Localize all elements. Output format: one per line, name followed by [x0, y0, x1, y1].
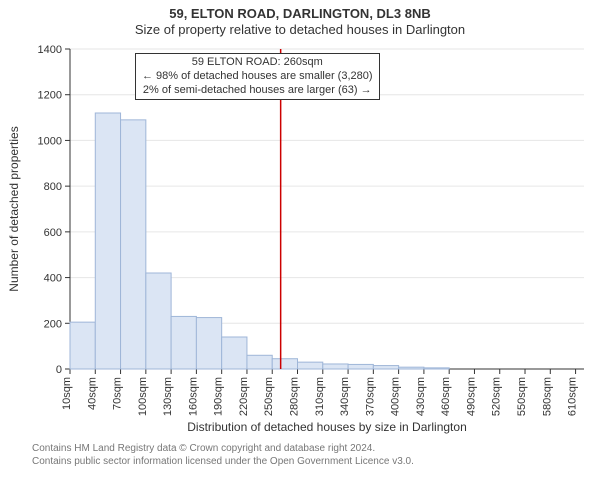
- svg-text:430sqm: 430sqm: [415, 377, 427, 416]
- svg-text:340sqm: 340sqm: [339, 377, 351, 416]
- svg-text:310sqm: 310sqm: [314, 377, 326, 416]
- svg-text:800: 800: [44, 181, 62, 193]
- svg-text:370sqm: 370sqm: [364, 377, 376, 416]
- svg-text:550sqm: 550sqm: [516, 377, 528, 416]
- svg-text:460sqm: 460sqm: [440, 377, 452, 416]
- svg-text:580sqm: 580sqm: [541, 377, 553, 416]
- svg-text:600: 600: [44, 227, 62, 239]
- annotation-line2: ← 98% of detached houses are smaller (3,…: [142, 70, 373, 84]
- svg-text:280sqm: 280sqm: [289, 377, 301, 416]
- annotation-line1: 59 ELTON ROAD: 260sqm: [142, 56, 373, 70]
- svg-text:200: 200: [44, 318, 62, 330]
- svg-text:190sqm: 190sqm: [213, 377, 225, 416]
- svg-text:1400: 1400: [38, 44, 62, 56]
- property-annotation-box: 59 ELTON ROAD: 260sqm ← 98% of detached …: [135, 53, 380, 100]
- svg-text:250sqm: 250sqm: [263, 377, 275, 416]
- svg-text:160sqm: 160sqm: [187, 377, 199, 416]
- svg-text:220sqm: 220sqm: [238, 377, 250, 416]
- page-title-subtitle: Size of property relative to detached ho…: [0, 22, 600, 40]
- footer-line2: Contains public sector information licen…: [32, 456, 600, 469]
- svg-text:1000: 1000: [38, 136, 62, 148]
- svg-text:10sqm: 10sqm: [61, 377, 73, 410]
- svg-text:70sqm: 70sqm: [112, 377, 124, 410]
- svg-text:400sqm: 400sqm: [390, 377, 402, 416]
- svg-text:1200: 1200: [38, 90, 62, 102]
- page-title-address: 59, ELTON ROAD, DARLINGTON, DL3 8NB: [0, 0, 600, 22]
- svg-text:40sqm: 40sqm: [86, 377, 98, 410]
- svg-text:Distribution of detached house: Distribution of detached houses by size …: [187, 420, 467, 434]
- footer-attribution: Contains HM Land Registry data © Crown c…: [0, 439, 600, 468]
- svg-text:130sqm: 130sqm: [162, 377, 174, 416]
- svg-text:Number of detached properties: Number of detached properties: [7, 126, 21, 291]
- svg-text:490sqm: 490sqm: [465, 377, 477, 416]
- annotation-line3: 2% of semi-detached houses are larger (6…: [142, 84, 373, 98]
- svg-text:610sqm: 610sqm: [567, 377, 579, 416]
- svg-text:520sqm: 520sqm: [491, 377, 503, 416]
- svg-text:0: 0: [56, 364, 62, 376]
- histogram-chart: 0 200 400 600 800 1000 1200 1400 10sqm 40sqm 70sqm…: [0, 39, 600, 439]
- footer-line1: Contains HM Land Registry data © Crown c…: [32, 443, 600, 456]
- svg-text:100sqm: 100sqm: [137, 377, 149, 416]
- svg-text:400: 400: [44, 273, 62, 285]
